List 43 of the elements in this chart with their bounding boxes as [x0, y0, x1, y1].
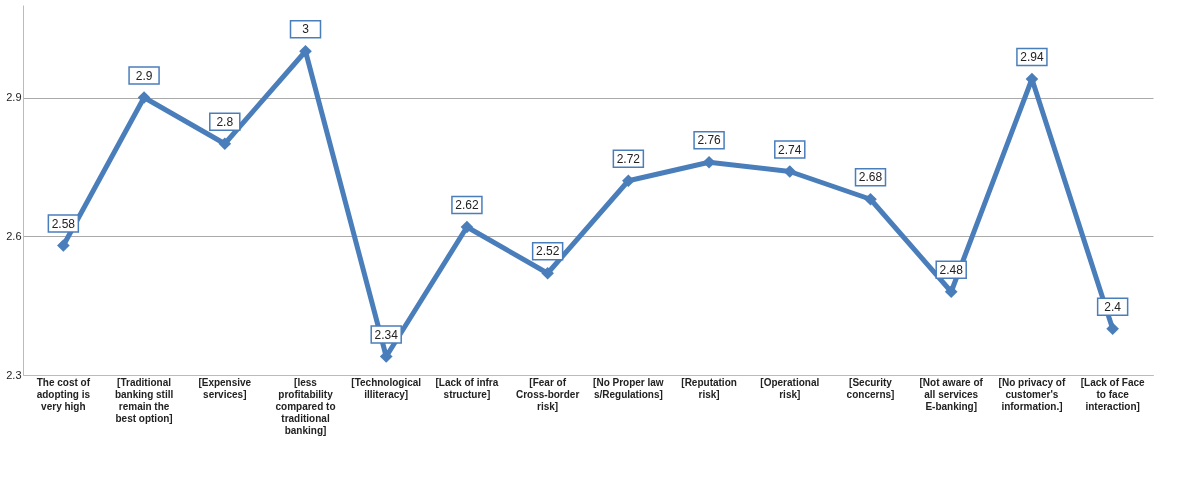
data-label: 2.9: [135, 68, 153, 83]
y-tick-label: 2.6: [6, 229, 22, 242]
x-tick-label: [Expensive services]: [198, 376, 252, 400]
point: [541, 266, 554, 280]
data-label: 2.76: [697, 133, 722, 148]
y-tick-label: 2.9: [6, 91, 22, 103]
point: [57, 239, 70, 252]
point: [1106, 322, 1119, 336]
data-label: 2.62: [455, 198, 479, 212]
data-label: 2.48: [939, 262, 964, 277]
x-tick-label: [No Proper laws/Regulations]: [593, 376, 664, 400]
point: [622, 174, 635, 188]
x-tick-label: [less profitability compared to traditional banking]: [275, 376, 336, 436]
point: [218, 137, 232, 151]
x-tick-label: [No privacy of customer's information.]: [998, 376, 1066, 412]
x-tick-label: The cost of adopting is very high: [36, 376, 91, 412]
point: [944, 285, 958, 299]
point: [864, 192, 877, 206]
data-label: 2.94: [1020, 50, 1044, 64]
y-tick-label: 2.3: [6, 368, 22, 381]
x-tick-label: [Traditional banking still remain the best option]: [114, 376, 174, 424]
point: [299, 44, 312, 58]
x-tick-label: [Technological illiteracy]: [351, 376, 422, 400]
x-tick-label: [Lack of Face to face interaction]: [1080, 376, 1146, 412]
x-tick-label: [Reputation risk]: [681, 376, 737, 400]
data-label: 2.68: [858, 170, 883, 185]
data-label: 2.72: [616, 151, 641, 166]
point: [460, 220, 474, 234]
data-label: 2.34: [374, 327, 399, 342]
data-label: 2.4: [1104, 299, 1122, 314]
point: [783, 165, 797, 178]
data-label: 2.8: [216, 114, 234, 129]
point: [137, 91, 151, 104]
x-tick-label: [Fear of Cross-border risk]: [515, 376, 580, 412]
data-label: 2.58: [51, 216, 76, 231]
x-tick-label: [Not aware of all services E-banking]: [919, 376, 984, 412]
point: [702, 155, 716, 169]
x-tick-label: [Lack of infrastructure]: [435, 376, 499, 400]
x-tick-label: [Operational risk]: [760, 376, 820, 400]
data-label: 3: [302, 22, 310, 37]
x-tick-label: [Security concerns]: [846, 376, 895, 400]
data-label: 2.52: [535, 244, 560, 259]
data-label: 2.74: [778, 142, 802, 157]
